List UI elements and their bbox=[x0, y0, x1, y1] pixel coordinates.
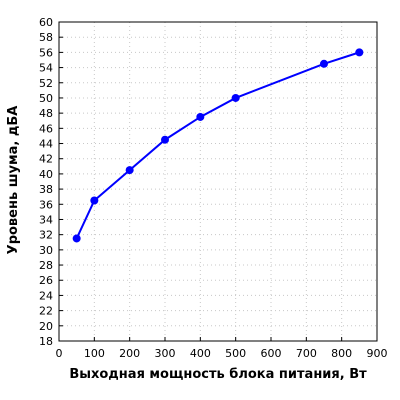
y-tick-label: 24 bbox=[39, 289, 53, 302]
y-tick-label: 38 bbox=[39, 183, 53, 196]
data-point bbox=[161, 135, 169, 144]
data-point bbox=[72, 234, 81, 243]
y-tick-label: 48 bbox=[39, 107, 53, 120]
data-point bbox=[320, 59, 328, 68]
y-tick-label: 34 bbox=[39, 213, 53, 226]
y-tick-label: 40 bbox=[39, 168, 53, 181]
x-tick-label: 300 bbox=[155, 347, 176, 360]
x-axis-title: Выходная мощность блока питания, Вт bbox=[69, 367, 367, 382]
data-point bbox=[125, 166, 134, 175]
y-tick-label: 56 bbox=[39, 46, 53, 59]
x-tick-label: 900 bbox=[367, 347, 388, 360]
x-tick-label: 500 bbox=[225, 347, 246, 360]
data-point bbox=[90, 196, 99, 205]
x-tick-label: 800 bbox=[331, 347, 352, 360]
x-tick-label: 100 bbox=[84, 347, 105, 360]
x-tick-label: 600 bbox=[261, 347, 282, 360]
y-tick-label: 50 bbox=[39, 92, 53, 105]
y-tick-label: 52 bbox=[39, 77, 53, 90]
y-tick-label: 42 bbox=[39, 153, 53, 166]
y-tick-label: 26 bbox=[39, 274, 53, 287]
y-tick-label: 58 bbox=[39, 31, 53, 44]
x-tick-label: 400 bbox=[190, 347, 211, 360]
data-point bbox=[355, 48, 364, 57]
y-tick-label: 30 bbox=[39, 244, 53, 257]
series bbox=[72, 48, 364, 243]
data-point bbox=[231, 93, 240, 102]
x-tick-label: 200 bbox=[119, 347, 140, 360]
y-tick-label: 46 bbox=[39, 122, 53, 135]
y-tick-label: 18 bbox=[39, 335, 53, 348]
y-tick-label: 22 bbox=[39, 305, 53, 318]
x-tick-label: 0 bbox=[56, 347, 63, 360]
y-tick-label: 28 bbox=[39, 259, 53, 272]
y-tick-label: 60 bbox=[39, 16, 53, 29]
plot-frame bbox=[58, 21, 378, 342]
grid bbox=[59, 22, 377, 341]
y-tick-label: 44 bbox=[39, 138, 53, 151]
y-tick-label: 54 bbox=[39, 62, 53, 75]
data-point bbox=[196, 112, 205, 121]
y-tick-label: 20 bbox=[39, 320, 53, 333]
y-axis-title: Уровень шума, дБА bbox=[6, 106, 21, 255]
series-line bbox=[75, 51, 360, 239]
x-tick-label: 700 bbox=[296, 347, 317, 360]
y-tick-label: 32 bbox=[39, 229, 53, 242]
axis-ticks: 0 100 200 300 400 500 600 700 800 900 18 20 22 24 26 28… bbox=[39, 16, 388, 360]
y-tick-label: 36 bbox=[39, 198, 53, 211]
